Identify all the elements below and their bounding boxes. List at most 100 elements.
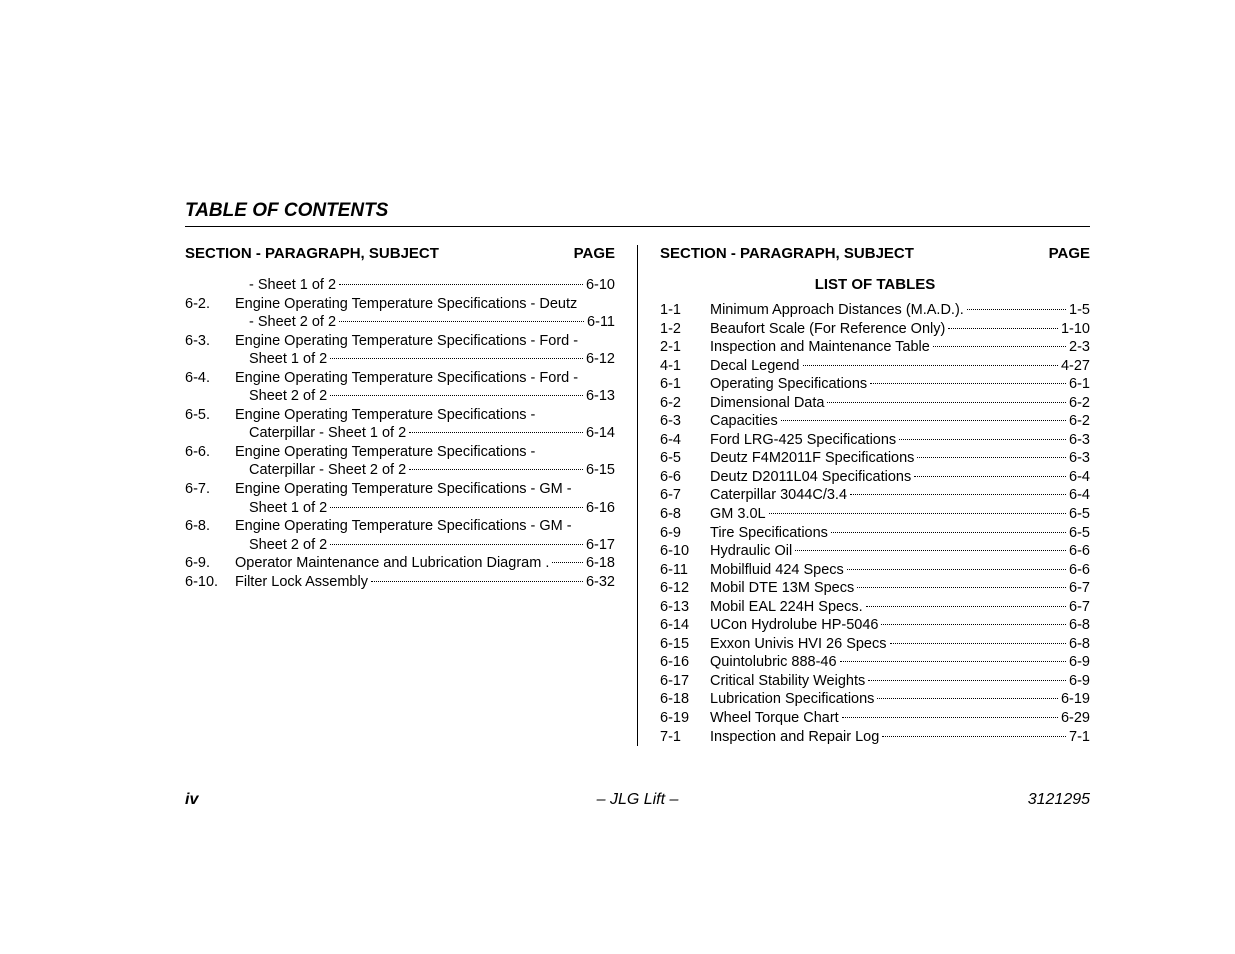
entry-page-ref: 6-4 bbox=[1069, 468, 1090, 487]
entry-item-number: 1-1 bbox=[660, 301, 710, 320]
entry-page-ref: 6-5 bbox=[1069, 505, 1090, 524]
entry-subject-text: Engine Operating Temperature Specificati… bbox=[235, 369, 578, 388]
leader-dots bbox=[330, 544, 583, 545]
entry-subject-line: Engine Operating Temperature Specificati… bbox=[235, 480, 615, 499]
entry-item-number: 6-7. bbox=[185, 480, 235, 517]
entry-page-ref: 6-3 bbox=[1069, 431, 1090, 450]
leader-dots bbox=[917, 457, 1066, 458]
leader-dots bbox=[890, 643, 1067, 644]
toc-entry: 6-5.Engine Operating Temperature Specifi… bbox=[185, 406, 615, 443]
entry-continuation-line: Caterpillar - Sheet 1 of 26-14 bbox=[235, 424, 615, 443]
entry-continuation-text: - Sheet 2 of 2 bbox=[249, 313, 336, 332]
header-right-label: PAGE bbox=[1049, 245, 1090, 262]
leader-dots bbox=[769, 513, 1066, 514]
leader-dots bbox=[339, 321, 584, 322]
leader-dots bbox=[857, 587, 1066, 588]
toc-entry: 6-2.Engine Operating Temperature Specifi… bbox=[185, 295, 615, 332]
table-entry: 6-7Caterpillar 3044C/3.46-4 bbox=[660, 486, 1090, 505]
columns: SECTION - PARAGRAPH, SUBJECT PAGE - Shee… bbox=[185, 245, 1090, 746]
entry-subject-text: Engine Operating Temperature Specificati… bbox=[235, 332, 578, 351]
entry-subject-text: Lubrication Specifications bbox=[710, 690, 874, 709]
leader-dots bbox=[868, 680, 1066, 681]
entry-subject-text: Mobil DTE 13M Specs bbox=[710, 579, 854, 598]
entry-subject-text: Wheel Torque Chart bbox=[710, 709, 839, 728]
entry-item-number: 6-5 bbox=[660, 449, 710, 468]
entry-subject-text: Tire Specifications bbox=[710, 524, 828, 543]
entry-subject-line: Beaufort Scale (For Reference Only)1-10 bbox=[710, 320, 1090, 339]
table-entry: 6-5Deutz F4M2011F Specifications6-3 bbox=[660, 449, 1090, 468]
entry-subject-line: Deutz D2011L04 Specifications6-4 bbox=[710, 468, 1090, 487]
entry-page-ref: 6-8 bbox=[1069, 616, 1090, 635]
table-entry: 6-4Ford LRG-425 Specifications6-3 bbox=[660, 431, 1090, 450]
entry-body: Deutz D2011L04 Specifications6-4 bbox=[710, 468, 1090, 487]
entry-body: Tire Specifications 6-5 bbox=[710, 524, 1090, 543]
leader-dots bbox=[409, 469, 583, 470]
entry-subject-line: Lubrication Specifications6-19 bbox=[710, 690, 1090, 709]
entry-body: Filter Lock Assembly6-32 bbox=[235, 573, 615, 592]
table-entry: 6-3Capacities6-2 bbox=[660, 412, 1090, 431]
table-entry: 6-18Lubrication Specifications6-19 bbox=[660, 690, 1090, 709]
entry-subject-text: Engine Operating Temperature Specificati… bbox=[235, 443, 535, 462]
table-entry: 6-15Exxon Univis HVI 26 Specs6-8 bbox=[660, 635, 1090, 654]
left-entries-list: - Sheet 1 of 26-106-2.Engine Operating T… bbox=[185, 276, 615, 591]
leader-dots bbox=[803, 365, 1058, 366]
toc-entry: 6-4.Engine Operating Temperature Specifi… bbox=[185, 369, 615, 406]
entry-item-number: 6-11 bbox=[660, 561, 710, 580]
entry-page-ref: 6-13 bbox=[586, 387, 615, 406]
left-column: SECTION - PARAGRAPH, SUBJECT PAGE - Shee… bbox=[185, 245, 615, 746]
table-entry: 6-19Wheel Torque Chart6-29 bbox=[660, 709, 1090, 728]
entry-body: Caterpillar 3044C/3.46-4 bbox=[710, 486, 1090, 505]
entry-body: UCon Hydrolube HP-50466-8 bbox=[710, 616, 1090, 635]
entry-body: Engine Operating Temperature Specificati… bbox=[235, 517, 615, 554]
entry-subject-line: GM 3.0L6-5 bbox=[710, 505, 1090, 524]
entry-body: Engine Operating Temperature Specificati… bbox=[235, 369, 615, 406]
entry-item-number: 6-2 bbox=[660, 394, 710, 413]
entry-subject-line: Decal Legend4-27 bbox=[710, 357, 1090, 376]
entry-continuation-text: Sheet 2 of 2 bbox=[249, 536, 327, 555]
entry-item-number: 6-19 bbox=[660, 709, 710, 728]
entry-item-number: 6-15 bbox=[660, 635, 710, 654]
entry-page-ref: 6-6 bbox=[1069, 561, 1090, 580]
entry-page-ref: 6-5 bbox=[1069, 524, 1090, 543]
table-entry: 6-11Mobilfluid 424 Specs6-6 bbox=[660, 561, 1090, 580]
entry-page-ref: 7-1 bbox=[1069, 728, 1090, 747]
table-entry: 1-2Beaufort Scale (For Reference Only)1-… bbox=[660, 320, 1090, 339]
table-entry: 6-14UCon Hydrolube HP-50466-8 bbox=[660, 616, 1090, 635]
entry-item-number: 6-4 bbox=[660, 431, 710, 450]
entry-subject-text: Caterpillar 3044C/3.4 bbox=[710, 486, 847, 505]
entry-body: Engine Operating Temperature Specificati… bbox=[235, 480, 615, 517]
entry-body: Mobil DTE 13M Specs6-7 bbox=[710, 579, 1090, 598]
entry-item-number: 6-16 bbox=[660, 653, 710, 672]
entry-subject-line: Operating Specifications6-1 bbox=[710, 375, 1090, 394]
entry-body: Capacities6-2 bbox=[710, 412, 1090, 431]
entry-body: Engine Operating Temperature Specificati… bbox=[235, 295, 615, 332]
entry-subject-line: Wheel Torque Chart6-29 bbox=[710, 709, 1090, 728]
leader-dots bbox=[330, 358, 583, 359]
table-entry: 1-1Minimum Approach Distances (M.A.D.).1… bbox=[660, 301, 1090, 320]
entry-continuation-line: Sheet 1 of 26-16 bbox=[235, 499, 615, 518]
entry-page-ref: 6-11 bbox=[587, 313, 615, 332]
entry-subject-line: Operator Maintenance and Lubrication Dia… bbox=[235, 554, 615, 573]
entry-body: Lubrication Specifications6-19 bbox=[710, 690, 1090, 709]
entry-subject-line: Engine Operating Temperature Specificati… bbox=[235, 332, 615, 351]
entry-body: Critical Stability Weights6-9 bbox=[710, 672, 1090, 691]
entry-continuation-line: Sheet 1 of 26-12 bbox=[235, 350, 615, 369]
content-area: TABLE OF CONTENTS SECTION - PARAGRAPH, S… bbox=[185, 200, 1090, 746]
entry-body: - Sheet 1 of 26-10 bbox=[235, 276, 615, 295]
table-entry: 6-10Hydraulic Oil6-6 bbox=[660, 542, 1090, 561]
entry-page-ref: 6-32 bbox=[586, 573, 615, 592]
entry-item-number: 6-9. bbox=[185, 554, 235, 573]
entry-item-number: 6-6. bbox=[185, 443, 235, 480]
table-entry: 6-9Tire Specifications6-5 bbox=[660, 524, 1090, 543]
leader-dots bbox=[840, 661, 1066, 662]
table-entry: 2-1Inspection and Maintenance Table2-3 bbox=[660, 338, 1090, 357]
entry-page-ref: 1-10 bbox=[1061, 320, 1090, 339]
header-left-label: SECTION - PARAGRAPH, SUBJECT bbox=[185, 245, 574, 262]
entry-subject-text: Inspection and Maintenance Table bbox=[710, 338, 930, 357]
header-right-label: PAGE bbox=[574, 245, 615, 262]
right-column: SECTION - PARAGRAPH, SUBJECT PAGE LIST O… bbox=[660, 245, 1090, 746]
entry-subject-line: Hydraulic Oil6-6 bbox=[710, 542, 1090, 561]
entry-subject-text: Engine Operating Temperature Specificati… bbox=[235, 406, 535, 425]
leader-dots bbox=[967, 309, 1066, 310]
table-entry: 6-8GM 3.0L6-5 bbox=[660, 505, 1090, 524]
